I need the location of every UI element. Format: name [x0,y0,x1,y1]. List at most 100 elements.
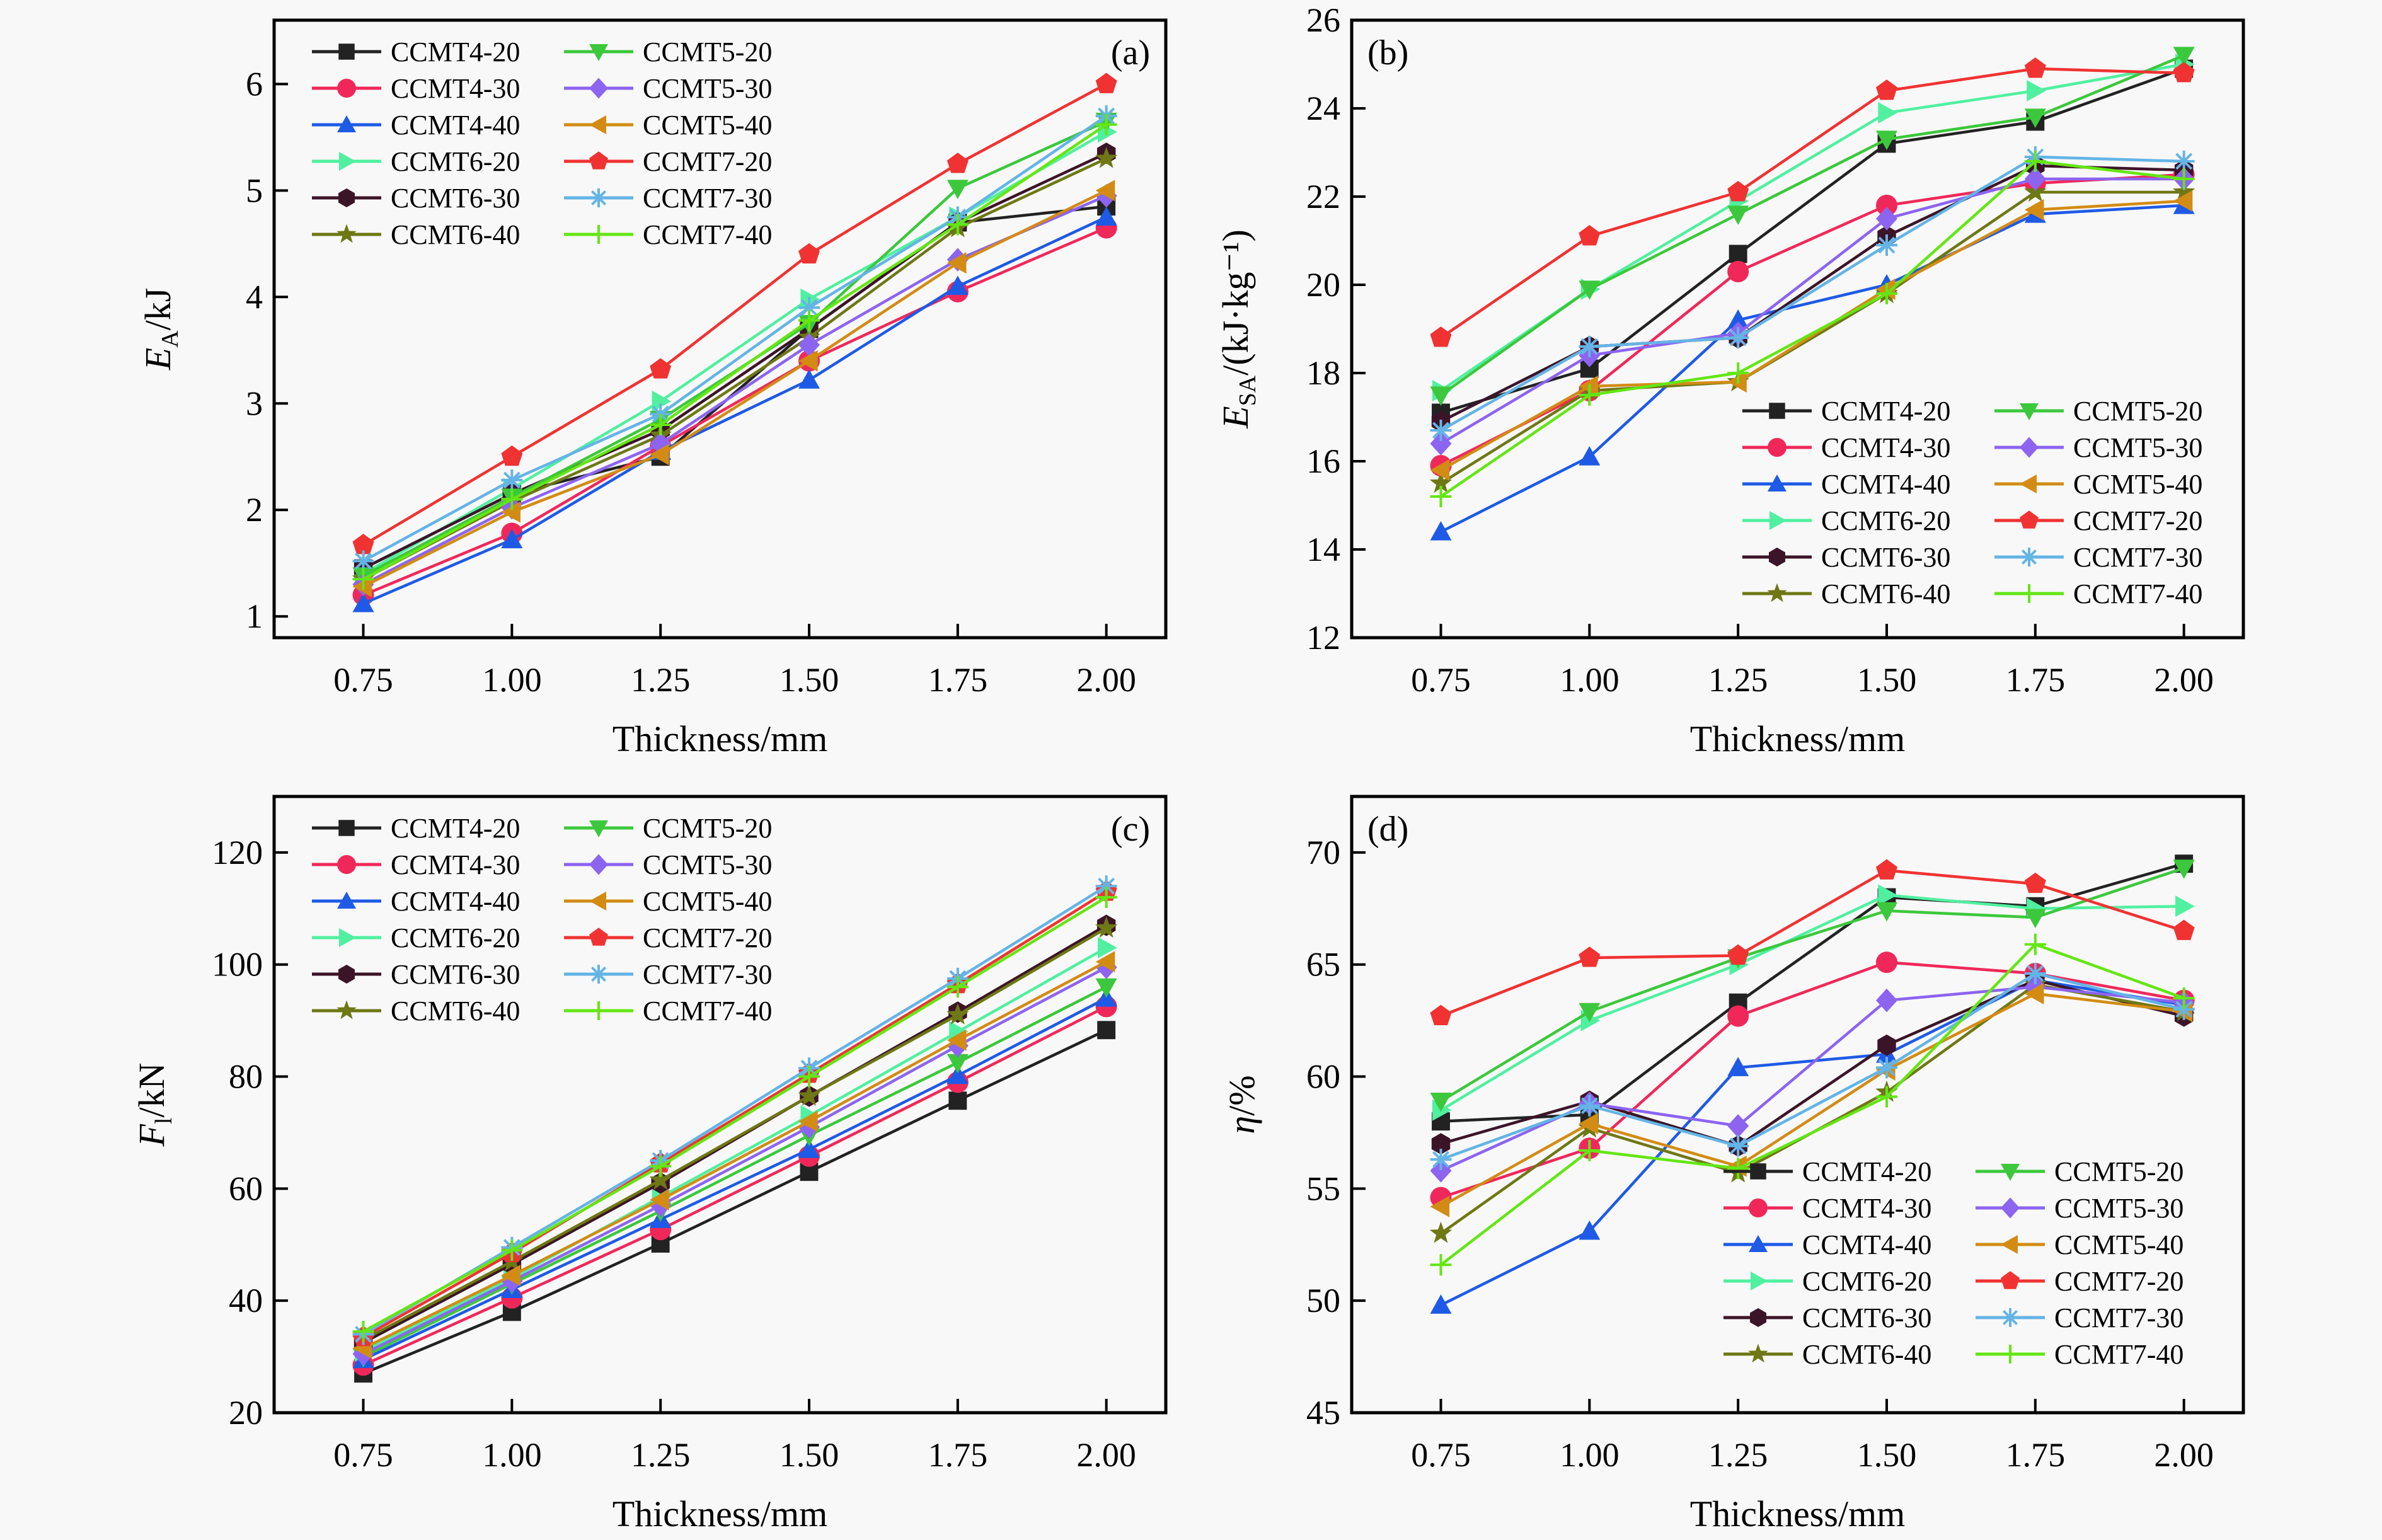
data-point-ccmt4-40 [1579,446,1601,466]
series-line-ccmt6-40 [362,926,1107,1342]
data-point-ccmt4-20 [1729,244,1747,263]
data-point-ccmt7-20 [1579,946,1601,967]
legend-marker-icon [1769,511,1786,530]
data-point-ccmt5-20 [1876,902,1897,922]
x-tick-label: 2.00 [1076,1436,1136,1474]
y-tick-label: 16 [1306,442,1340,480]
x-tick-label: 1.00 [1560,1436,1620,1474]
data-point-ccmt7-30 [1727,327,1749,348]
legend-marker-icon [2020,510,2039,529]
legend-label: CCMT7-40 [643,219,772,250]
series-line-ccmt5-30 [362,194,1107,586]
series-line-ccmt7-40 [362,896,1107,1333]
series-line-ccmt4-30 [1440,960,2185,1199]
data-point-ccmt5-40 [1430,459,1450,481]
legend-item: CCMT6-40 [1742,578,1950,609]
legend-marker-icon [2020,403,2039,420]
series-line-ccmt5-40 [362,960,1107,1350]
legend-label: CCMT5-30 [643,849,772,880]
legend-item: CCMT4-30 [312,849,520,880]
series-line-ccmt5-40 [1440,992,2184,1208]
legend-item: CCMT4-40 [1723,1229,1931,1260]
data-point-ccmt7-40 [798,309,820,331]
series-line-ccmt6-30 [1440,979,2185,1148]
chart-panel-d: 45 50 55 60 65 70 0.75 1.00 1.25 1.50 1.75 2.00 Thic… [1221,795,2245,1534]
legend-label: CCMT5-40 [643,110,772,141]
data-point-ccmt4-40 [1727,1057,1749,1076]
x-tick-label: 1.50 [1857,661,1917,699]
legend-label: CCMT6-20 [1802,1266,1931,1297]
data-point-ccmt7-20 [2024,872,2046,894]
legend-item: CCMT5-20 [564,813,772,844]
data-point-ccmt5-40 [798,350,818,372]
x-tick-label: 1.75 [2006,1436,2066,1474]
legend-item: CCMT5-20 [1994,396,2202,427]
series-line-ccmt4-40 [362,997,1107,1361]
series-line-ccmt7-30 [1440,972,2185,1161]
data-point-ccmt6-20 [2175,895,2195,917]
y-tick-label: 2 [246,491,263,529]
legend-label: CCMT6-20 [391,146,520,177]
x-tick-label: 1.00 [482,1436,542,1474]
legend-item: CCMT6-40 [1723,1339,1931,1370]
legend-item: CCMT5-30 [1976,1193,2184,1224]
series-line-ccmt6-40 [362,157,1107,581]
data-point-ccmt7-30 [2024,962,2046,984]
series-line-ccmt5-30 [362,966,1107,1355]
legend-item: CCMT7-40 [1976,1339,2184,1370]
data-point-ccmt7-30 [1579,336,1601,357]
data-point-ccmt7-30 [352,550,374,572]
data-point-ccmt4-40 [1095,206,1117,226]
legend-marker-icon [589,188,608,207]
legend-label: CCMT6-40 [1821,578,1950,609]
series-line-ccmt7-30 [362,115,1107,563]
data-point-ccmt5-40 [650,444,669,466]
y-tick-label: 100 [212,946,263,984]
y-tick-label: 70 [1306,834,1340,871]
legend-item: CCMT5-20 [1976,1156,2184,1187]
data-point-ccmt7-20 [352,534,374,555]
legend-item: CCMT5-20 [564,37,772,67]
y-tick-label: 4 [246,278,263,316]
legend-label: CCMT5-40 [2054,1229,2184,1260]
y-tick-label: 1 [246,597,263,635]
legend-marker-icon [1769,548,1785,566]
legend-label: CCMT7-30 [2073,542,2202,573]
y-tick-label: 40 [229,1282,263,1319]
x-tick-label: 1.50 [1857,1436,1917,1474]
data-point-ccmt4-40 [1579,1220,1601,1240]
data-point-ccmt4-40 [946,275,969,296]
legend-marker-icon [2001,1345,2020,1364]
chart-panel-b: 12 14 16 18 20 22 24 26 0.75 1.00 1.25 1.50 1.75 2.00… [1215,1,2245,759]
legend-label: CCMT4-20 [1821,396,1950,427]
legend-marker-icon [589,44,608,61]
legend-marker-icon [1748,1343,1768,1363]
legend-marker-icon [338,820,355,836]
data-point-ccmt7-40 [946,976,969,998]
data-point-ccmt6-20 [1098,937,1117,959]
series-line-ccmt4-20 [362,1028,1107,1375]
data-point-ccmt5-40 [2173,190,2193,212]
data-point-ccmt7-40 [2173,168,2195,190]
legend-label: CCMT4-20 [391,813,520,844]
data-point-ccmt6-20 [652,390,672,412]
y-tick-label: 12 [1306,619,1340,657]
data-point-ccmt7-40 [1876,1086,1897,1108]
series-line-ccmt6-40 [1440,190,2184,485]
legend-marker-icon [337,855,356,874]
legend-marker-icon [337,224,357,243]
data-point-ccmt6-40 [2024,180,2047,202]
x-tick-label: 1.00 [1560,661,1620,699]
legend-marker-icon [337,115,356,132]
data-point-ccmt5-30 [2024,167,2046,191]
series-line-ccmt7-20 [362,890,1107,1338]
legend-marker-icon [338,188,355,207]
data-point-ccmt5-30 [1430,432,1452,456]
data-point-ccmt7-30 [501,469,523,491]
chart-panel-a: 1 2 3 4 5 6 0.75 1.00 1.25 1.50 1.75 2.00 Thickness/… [137,18,1168,759]
legend-label: CCMT6-40 [391,219,520,250]
series-line-ccmt6-20 [362,946,1107,1353]
legend-item: CCMT5-40 [564,886,772,917]
legend-label: CCMT6-30 [391,183,520,214]
legend-marker-icon [337,892,356,909]
